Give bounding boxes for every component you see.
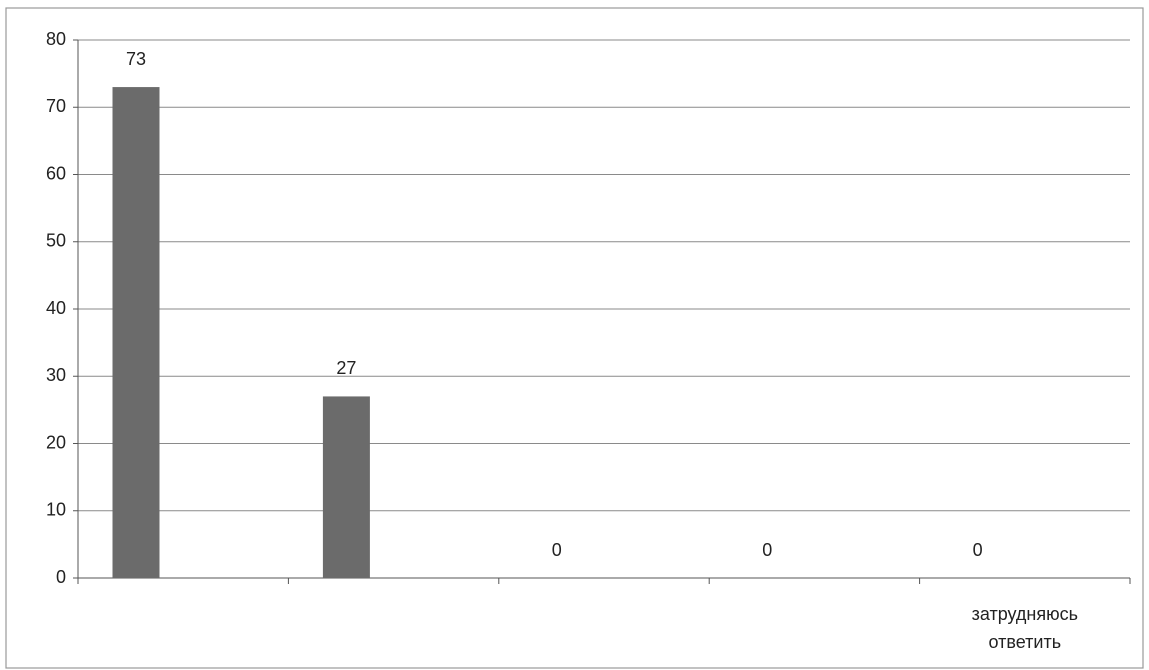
data-label: 0	[973, 540, 983, 560]
x-tick-label: затрудняюсь ответить	[972, 604, 1078, 652]
y-tick-label: 80	[46, 29, 66, 49]
y-tick-label: 0	[56, 567, 66, 587]
data-label: 0	[762, 540, 772, 560]
y-tick-label: 10	[46, 500, 66, 520]
y-tick-label: 50	[46, 231, 66, 251]
data-label: 27	[336, 358, 356, 378]
y-tick-label: 60	[46, 163, 66, 183]
y-tick-label: 30	[46, 365, 66, 385]
y-tick-label: 20	[46, 432, 66, 452]
data-label: 0	[552, 540, 562, 560]
data-label: 73	[126, 49, 146, 69]
chart-frame	[5, 7, 1144, 669]
bar	[112, 87, 160, 578]
y-tick-label: 70	[46, 96, 66, 116]
y-tick-label: 40	[46, 298, 66, 318]
bar	[322, 396, 370, 578]
